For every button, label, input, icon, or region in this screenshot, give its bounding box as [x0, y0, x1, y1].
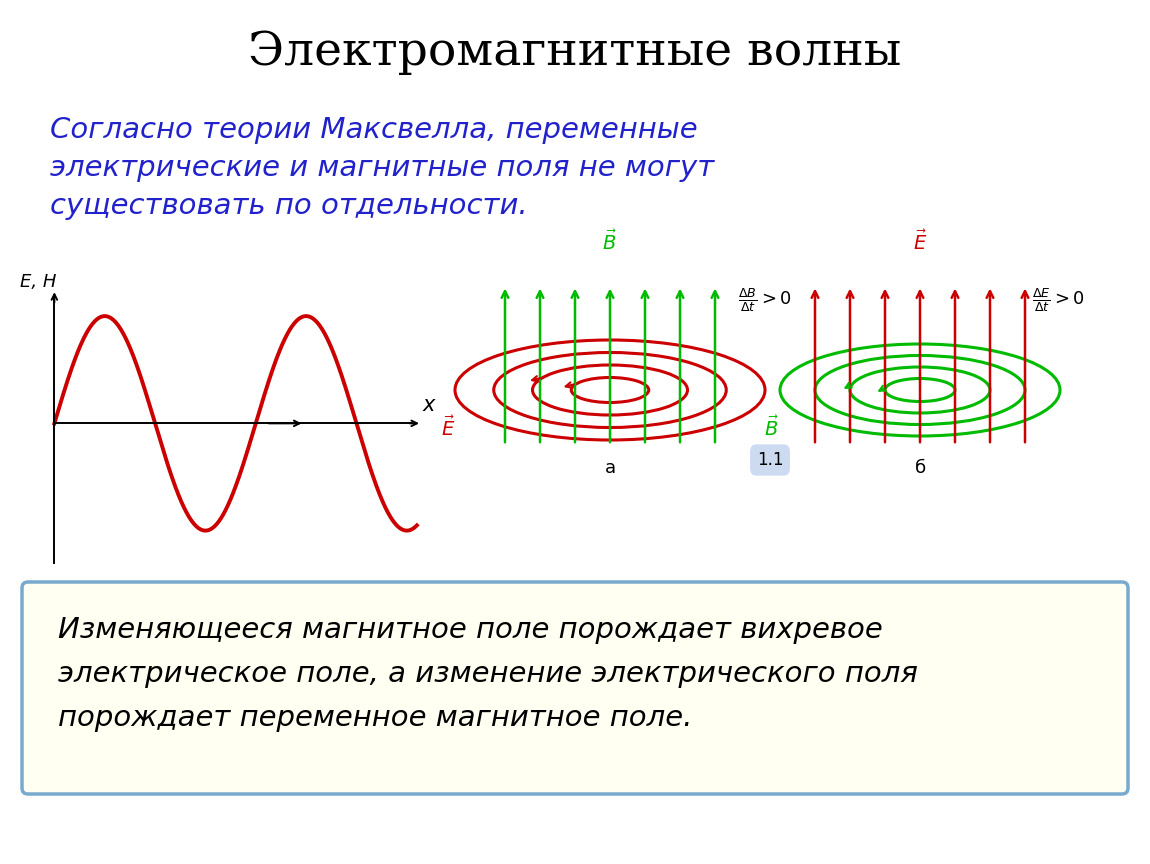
Text: $\frac{\Delta B}{\Delta t} > 0$: $\frac{\Delta B}{\Delta t} > 0$ [738, 286, 791, 314]
Text: Электромагнитные волны: Электромагнитные волны [248, 29, 902, 74]
Text: б: б [914, 459, 926, 477]
Text: $\vec{E}$: $\vec{E}$ [913, 230, 927, 254]
Text: x: x [423, 395, 435, 415]
Text: $\frac{\Delta E}{\Delta t} > 0$: $\frac{\Delta E}{\Delta t} > 0$ [1032, 286, 1084, 314]
Text: Согласно теории Максвелла, переменные: Согласно теории Максвелла, переменные [49, 116, 698, 144]
Text: $\vec{E}$: $\vec{E}$ [440, 416, 455, 440]
Text: $\vec{B}$: $\vec{B}$ [765, 416, 780, 440]
Text: порождает переменное магнитное поле.: порождает переменное магнитное поле. [58, 704, 692, 732]
Text: $\vec{B}$: $\vec{B}$ [603, 230, 618, 254]
Text: Изменяющееся магнитное поле порождает вихревое: Изменяющееся магнитное поле порождает ви… [58, 616, 883, 644]
FancyBboxPatch shape [22, 582, 1128, 794]
Text: 1.1: 1.1 [757, 451, 783, 469]
Text: существовать по отдельности.: существовать по отдельности. [49, 192, 528, 220]
Text: электрическое поле, а изменение электрического поля: электрическое поле, а изменение электрич… [58, 660, 918, 688]
Text: электрические и магнитные поля не могут: электрические и магнитные поля не могут [49, 154, 714, 182]
Text: E, H: E, H [21, 273, 56, 291]
Text: a: a [605, 459, 615, 477]
